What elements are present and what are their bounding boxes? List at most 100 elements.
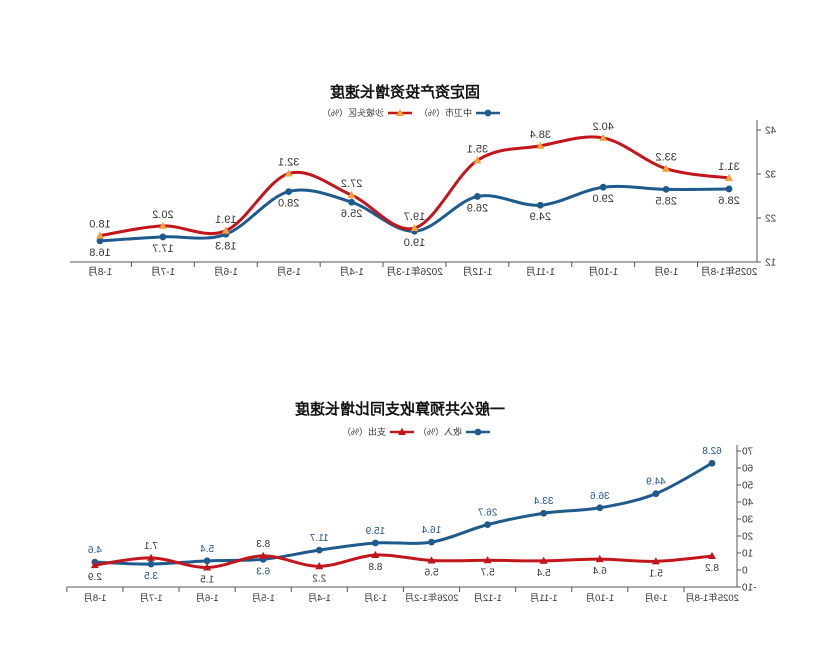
legend-swatch-marker xyxy=(398,427,406,435)
series-2-point xyxy=(536,141,545,149)
series-1-data-label: 28.6 xyxy=(718,195,739,207)
y-tick-label: 10 xyxy=(742,549,754,560)
series-2-point xyxy=(662,164,671,172)
y-tick-label: 30 xyxy=(742,515,754,526)
series-2-data-label: 6.4 xyxy=(592,566,606,577)
series-1-data-label: 16.4 xyxy=(421,525,441,536)
series-2-data-label: 5.7 xyxy=(480,567,494,578)
series-2-point xyxy=(96,231,104,239)
series-1-data-label: 28.0 xyxy=(278,198,299,210)
series-1-point xyxy=(536,201,544,209)
series-2-data-label: 38.4 xyxy=(530,129,551,141)
series-2-point xyxy=(651,557,660,565)
x-tick-label: 1-6月 xyxy=(214,266,238,278)
series-1-data-label: 16.8 xyxy=(89,247,110,259)
x-tick-label: 1-5月 xyxy=(252,593,275,604)
x-tick-label: 1-4月 xyxy=(339,266,363,278)
series-1-data-label: 24.9 xyxy=(530,211,551,223)
series-1-point xyxy=(652,490,660,498)
series-2-point xyxy=(315,562,324,570)
series-2-data-label: 1.5 xyxy=(200,574,214,585)
series-2-data-label: 20.2 xyxy=(152,209,173,221)
legend-swatch-marker xyxy=(484,109,492,117)
series-2-point xyxy=(410,223,419,232)
series-2-point xyxy=(90,560,99,569)
y-tick-label: 40 xyxy=(742,498,754,509)
x-tick-label: 1-5月 xyxy=(276,266,300,278)
series-1-point xyxy=(348,198,355,206)
series-2-data-label: 19.1 xyxy=(215,214,236,226)
series-1-point xyxy=(315,546,323,554)
series-1-data-label: 25.6 xyxy=(341,208,362,220)
series-2-point xyxy=(371,550,380,559)
series-2-point xyxy=(203,563,212,571)
legend-swatch-marker xyxy=(396,108,404,116)
series-1-point xyxy=(662,186,670,193)
series-2-point xyxy=(473,156,482,164)
y-tick-label: 32 xyxy=(765,170,777,181)
series-1-data-label: 44.9 xyxy=(646,477,666,488)
x-tick-label: 1-10月 xyxy=(586,593,615,604)
series-2-point xyxy=(347,190,356,199)
series-2-data-label: 8.2 xyxy=(705,563,719,574)
series-2-point xyxy=(221,226,230,234)
series-1-data-label: 6.3 xyxy=(256,566,270,577)
x-tick-label: 1-12月 xyxy=(462,266,492,278)
series-2-point xyxy=(595,554,604,563)
x-tick-label: 1-8月 xyxy=(83,593,106,604)
series-2-point xyxy=(147,553,155,561)
x-tick-label: 1-11月 xyxy=(526,266,555,278)
series-1-point xyxy=(596,504,604,512)
y-tick-label: 20 xyxy=(742,532,754,543)
chart-title: 固定资产投资增长速度 xyxy=(329,83,480,101)
series-2-data-label: 27.2 xyxy=(341,178,362,190)
series-1-point xyxy=(484,521,491,529)
series-1-point xyxy=(372,539,379,547)
y-tick-label: 60 xyxy=(742,464,754,475)
x-tick-label: 1-9月 xyxy=(644,593,667,604)
series-1-data-label: 5.4 xyxy=(200,544,214,555)
series-2-point xyxy=(259,551,268,559)
series-1-point xyxy=(474,193,481,200)
series-2-data-label: 32.1 xyxy=(278,157,299,169)
series-2-data-label: 5.4 xyxy=(536,568,550,579)
series-2-data-label: 19.7 xyxy=(404,211,425,223)
series-1-data-label: 62.8 xyxy=(702,446,722,457)
legend-swatch-marker xyxy=(474,428,482,436)
series-2-data-label: 18.0 xyxy=(89,219,110,231)
x-tick-label: 1-12月 xyxy=(473,593,502,604)
series-line-2 xyxy=(93,553,714,569)
x-tick-label: 1-11月 xyxy=(530,593,558,604)
series-2-point xyxy=(483,556,492,564)
chart-title: 一般公共预算收支同比增长速度 xyxy=(294,400,505,418)
x-tick-label: 1-6月 xyxy=(195,593,218,604)
series-2-point xyxy=(427,556,436,564)
x-tick-label: 2025年1-8月 xyxy=(701,265,758,278)
x-tick-label: 1-10月 xyxy=(588,266,618,278)
series-2-data-label: 5.1 xyxy=(649,568,663,579)
legend-entry: 中卫市（%） xyxy=(419,107,472,118)
series-1-point xyxy=(147,560,155,568)
series-1-point xyxy=(285,188,293,196)
series-2-data-label: 5.6 xyxy=(424,567,438,578)
series-1-point xyxy=(725,185,733,193)
series-1-data-label: 3.5 xyxy=(144,571,158,582)
series-2-point xyxy=(284,169,293,177)
series-2-point xyxy=(725,173,733,181)
y-tick-label: 42 xyxy=(765,126,777,137)
series-1-data-label: 36.6 xyxy=(590,491,610,502)
series-2-data-label: 7.1 xyxy=(144,541,158,552)
series-2-point xyxy=(708,551,716,560)
series-1-data-label: 4.6 xyxy=(88,545,102,556)
x-tick-label: 2026年1-3月 xyxy=(386,265,443,278)
series-1-data-label: 33.4 xyxy=(534,496,554,507)
legend-entry: 沙坡头区（%） xyxy=(322,107,384,118)
x-tick-label: 1-7月 xyxy=(139,593,162,604)
legend: 中卫市（%） 沙坡头区（%） xyxy=(322,107,500,118)
series-1-point xyxy=(96,237,104,245)
y-tick-label: 12 xyxy=(765,258,777,269)
y-tick-label: 0 xyxy=(742,566,748,577)
series-2-data-label: 2.9 xyxy=(88,572,102,583)
series-2-data-label: 40.2 xyxy=(592,121,613,133)
